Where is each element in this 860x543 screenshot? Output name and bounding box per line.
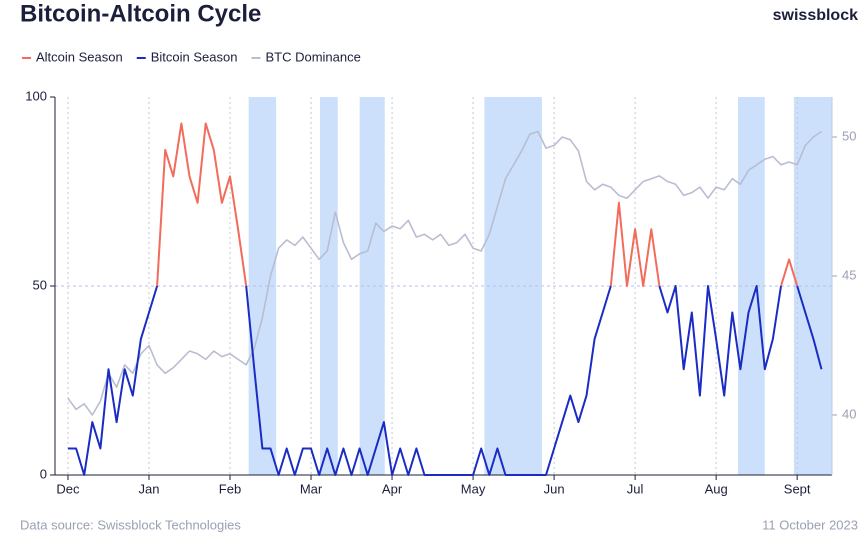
x-tick-label: Sept bbox=[784, 481, 811, 496]
x-tick-label: Dec bbox=[56, 481, 80, 496]
legend-label: Altcoin Season bbox=[36, 49, 123, 64]
shaded-region bbox=[319, 97, 338, 475]
source: Data source: Swissblock Technologies bbox=[20, 517, 241, 532]
x-tick-label: Jul bbox=[627, 481, 644, 496]
chart-title: Bitcoin-Altcoin Cycle bbox=[20, 0, 261, 27]
y2-tick-label: 40 bbox=[842, 406, 856, 421]
x-tick-label: Jan bbox=[139, 481, 160, 496]
x-tick-label: Feb bbox=[219, 481, 241, 496]
date: 11 October 2023 bbox=[762, 517, 858, 532]
y2-tick-label: 45 bbox=[842, 267, 856, 282]
x-tick-label: Apr bbox=[382, 481, 403, 496]
legend-label: Bitcoin Season bbox=[151, 49, 238, 64]
y2-tick-label: 50 bbox=[842, 128, 856, 143]
y-tick-label: 50 bbox=[33, 277, 47, 292]
series-line bbox=[67, 130, 822, 416]
series-line bbox=[68, 285, 823, 476]
y-tick-label: 100 bbox=[25, 88, 47, 103]
x-tick-label: Aug bbox=[705, 481, 728, 496]
legend: Altcoin Season Bitcoin Season BTC Dominanc… bbox=[22, 49, 361, 64]
y-tick-label: 0 bbox=[40, 466, 47, 481]
x-tick-label: May bbox=[461, 481, 486, 496]
x-tick-label: Mar bbox=[300, 481, 323, 496]
brand: swissblock bbox=[773, 7, 858, 24]
x-tick-label: Jun bbox=[544, 481, 565, 496]
series-line bbox=[156, 122, 799, 287]
legend-label: BTC Dominance bbox=[265, 49, 360, 64]
